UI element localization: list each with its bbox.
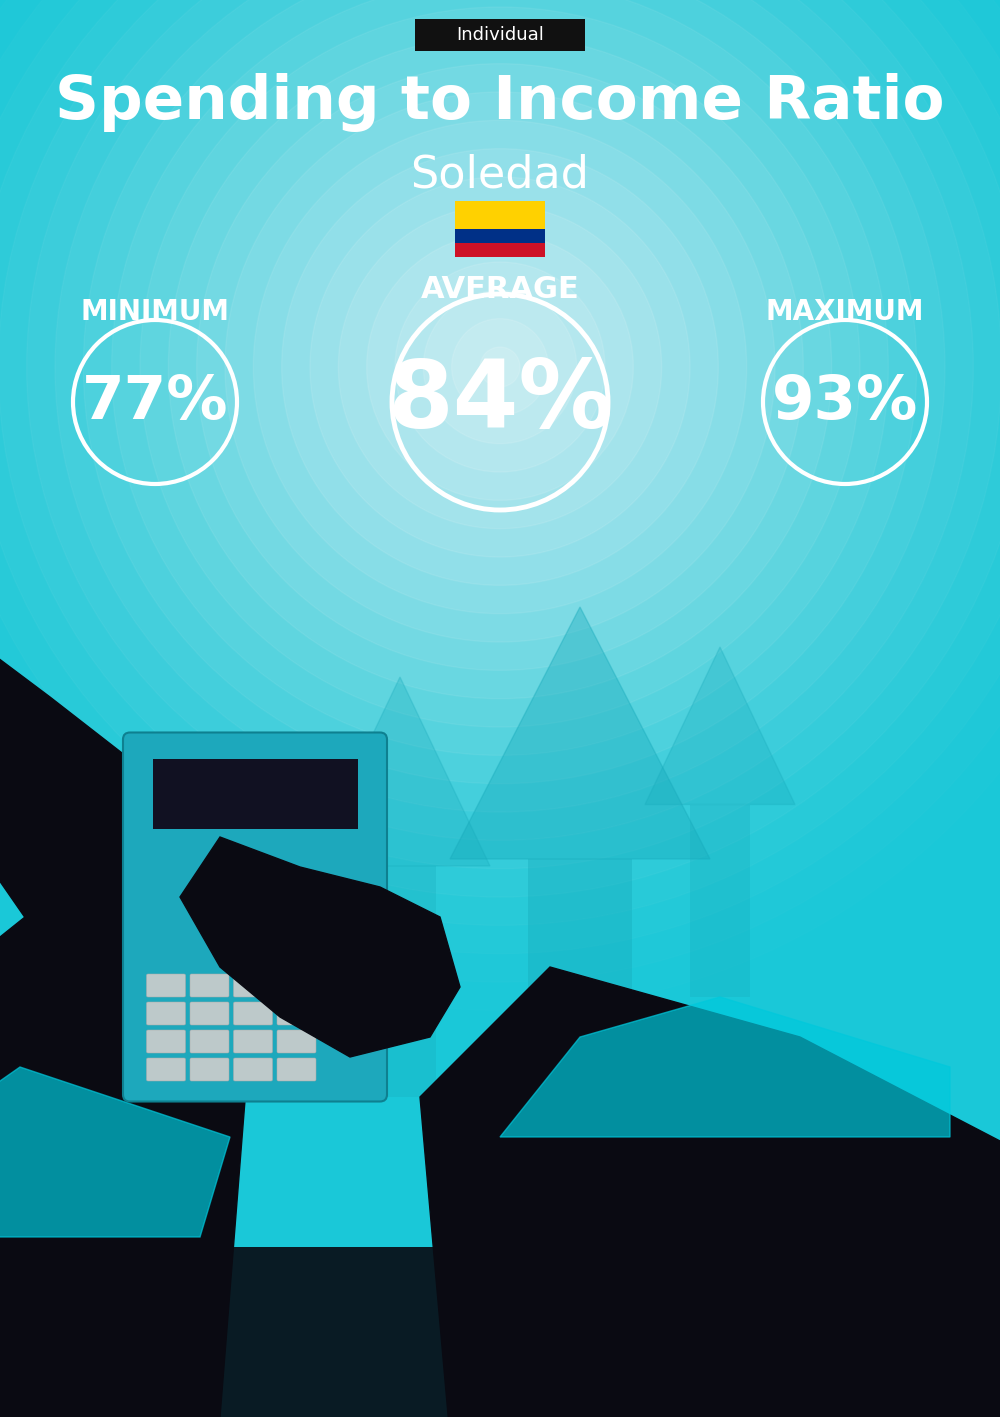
Circle shape [480,347,520,387]
FancyBboxPatch shape [233,944,272,966]
FancyBboxPatch shape [455,242,545,256]
Polygon shape [500,998,950,1136]
Circle shape [423,290,577,444]
Text: MINIMUM: MINIMUM [80,298,230,326]
Circle shape [793,1173,923,1304]
FancyBboxPatch shape [146,1002,186,1024]
Text: $: $ [844,1224,872,1263]
FancyBboxPatch shape [635,1265,770,1274]
Text: 84%: 84% [387,356,613,448]
Polygon shape [0,638,410,1067]
FancyBboxPatch shape [233,1058,272,1081]
Circle shape [395,262,605,472]
FancyBboxPatch shape [277,973,316,998]
Circle shape [83,0,917,784]
FancyBboxPatch shape [277,944,316,966]
FancyBboxPatch shape [690,805,750,998]
FancyBboxPatch shape [190,1002,229,1024]
Ellipse shape [674,1267,716,1278]
FancyBboxPatch shape [152,760,358,829]
FancyBboxPatch shape [505,1111,755,1257]
Text: Soledad: Soledad [411,153,589,197]
Circle shape [225,92,775,642]
FancyBboxPatch shape [455,230,545,242]
Polygon shape [470,1005,790,1111]
FancyBboxPatch shape [635,1246,770,1254]
Circle shape [707,1169,803,1265]
FancyBboxPatch shape [277,1030,316,1053]
Circle shape [197,64,803,670]
FancyBboxPatch shape [744,1162,766,1185]
FancyBboxPatch shape [146,1030,186,1053]
Text: Spending to Income Ratio: Spending to Income Ratio [55,72,945,132]
FancyBboxPatch shape [844,1165,872,1193]
Circle shape [310,177,690,557]
Polygon shape [420,966,1000,1417]
Circle shape [367,234,633,500]
Circle shape [338,205,662,529]
Ellipse shape [674,1309,716,1321]
Circle shape [282,149,718,585]
Circle shape [112,0,888,755]
FancyBboxPatch shape [277,1002,316,1024]
Polygon shape [450,606,710,859]
Circle shape [140,7,860,727]
FancyBboxPatch shape [635,1274,770,1282]
Polygon shape [180,837,460,1057]
FancyBboxPatch shape [277,1058,316,1081]
Text: MAXIMUM: MAXIMUM [766,298,924,326]
FancyBboxPatch shape [603,1196,657,1257]
FancyBboxPatch shape [635,1284,770,1292]
FancyBboxPatch shape [190,1058,229,1081]
Polygon shape [645,648,795,805]
FancyBboxPatch shape [233,1002,272,1024]
Circle shape [452,319,548,415]
Circle shape [253,120,747,614]
FancyBboxPatch shape [635,1255,770,1264]
FancyBboxPatch shape [146,973,186,998]
Text: 93%: 93% [772,373,918,432]
Ellipse shape [674,1295,716,1306]
FancyBboxPatch shape [233,973,272,998]
FancyBboxPatch shape [528,859,632,1168]
FancyBboxPatch shape [123,733,387,1101]
Polygon shape [0,897,250,1417]
FancyBboxPatch shape [0,1247,1000,1417]
Text: $: $ [744,1206,766,1236]
FancyBboxPatch shape [675,1034,707,1080]
Polygon shape [310,677,490,866]
Ellipse shape [674,1281,716,1292]
FancyBboxPatch shape [146,1058,186,1081]
Text: AVERAGE: AVERAGE [421,275,579,303]
Polygon shape [0,1067,230,1237]
FancyBboxPatch shape [364,866,436,1097]
FancyBboxPatch shape [415,18,585,51]
FancyBboxPatch shape [635,1294,770,1302]
Text: 77%: 77% [82,373,228,432]
Circle shape [168,35,832,699]
FancyBboxPatch shape [455,201,545,230]
Text: Individual: Individual [456,26,544,44]
FancyBboxPatch shape [190,1030,229,1053]
FancyBboxPatch shape [190,973,229,998]
FancyBboxPatch shape [233,1030,272,1053]
